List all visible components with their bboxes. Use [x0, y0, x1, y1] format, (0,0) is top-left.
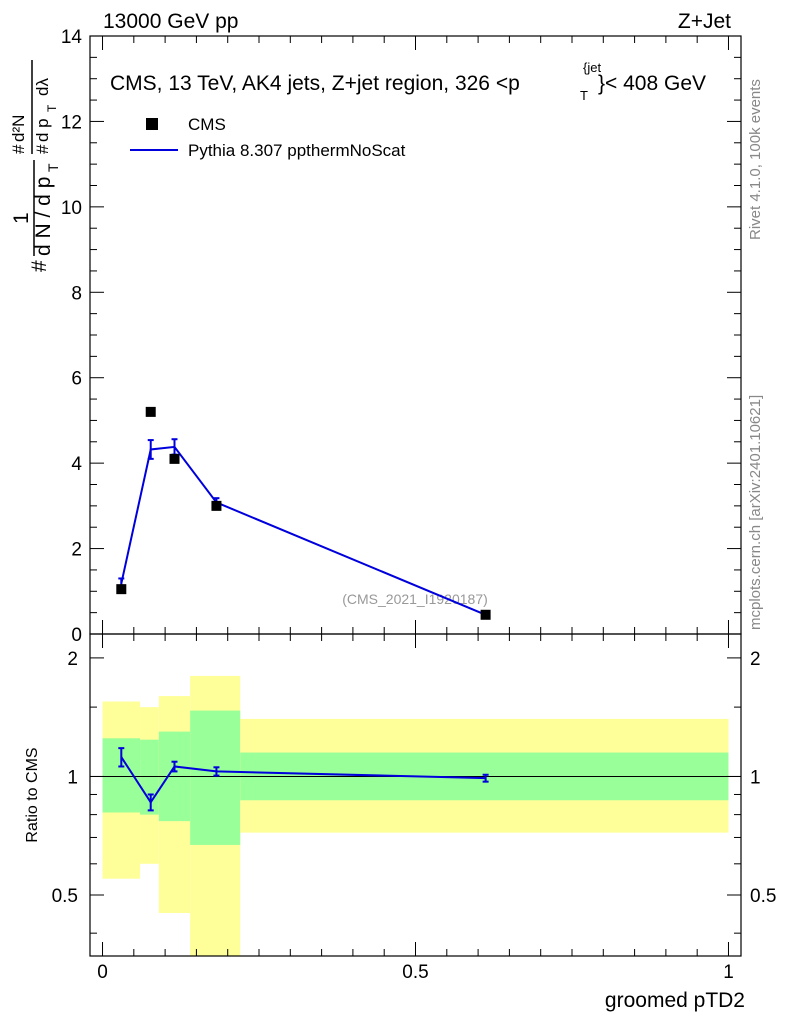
ratio-ytick-label-right: 2 [750, 649, 761, 670]
cms-data-point [480, 609, 491, 620]
legend-data-label: CMS [188, 115, 226, 134]
ylabel-one: 1 [10, 212, 33, 224]
ylabel-num-d2n: d²N [9, 115, 28, 142]
analysis-watermark: (CMS_2021_I1920187) [342, 591, 488, 607]
ratio-ytick-label-right: 0.5 [750, 886, 776, 907]
ratio-panel: 0.5 0.5 1 1 2 2 0 0.5 1 Ratio to CMS groomed pTD… [24, 633, 776, 1012]
main-title: CMS, 13 TeV, AK4 jets, Z+jet region, 326… [110, 72, 520, 95]
ratio-xtick-label: 0 [97, 962, 108, 983]
ratio-ylabel: Ratio to CMS [24, 747, 41, 842]
ratio-xtick-label: 1 [723, 962, 734, 983]
ylabel-hash: # [28, 260, 51, 272]
header-left: 13000 GeV pp [103, 10, 238, 33]
main-title-before: CMS, 13 TeV, AK4 jets, Z+jet region, 326… [110, 72, 520, 95]
ylabel-den-sub: T [45, 163, 61, 172]
header-right: Z+Jet [678, 10, 731, 33]
ratio-xtick-label: 0.5 [402, 962, 428, 983]
x-axis-label: groomed pTD2 [605, 989, 745, 1012]
main-ytick-label: 6 [71, 369, 82, 390]
main-ytick-label: 12 [61, 112, 82, 133]
main-ytick-label: 14 [61, 27, 83, 48]
cms-data-point [116, 584, 127, 595]
cms-data-point [145, 406, 156, 417]
ylabel-num-bot-sub: T [45, 104, 59, 112]
ratio-ytick-label: 2 [67, 649, 78, 670]
ratio-band-inner [140, 739, 159, 815]
main-ytick-label: 10 [61, 198, 82, 219]
ylabel-num-bot-tail: dλ [33, 78, 52, 96]
legend: CMS Pythia 8.307 ppthermNoScat [130, 115, 406, 160]
main-ytick-label: 4 [71, 454, 82, 475]
main-title-sub: T [580, 88, 588, 103]
ratio-frame [89, 633, 742, 957]
rivet-label: Rivet 4.1.0, 100k events [747, 79, 764, 240]
cms-data-point [211, 500, 222, 511]
mc-line [120, 445, 486, 616]
ratio-band-inner [190, 710, 241, 845]
ratio-ytick-label-right: 1 [750, 767, 761, 788]
ylabel-den: d N / d p [32, 177, 55, 256]
mcplots-label: mcplots.cern.ch [arXiv:2401.10621] [747, 395, 764, 630]
main-ytick-label: 0 [71, 625, 82, 646]
cms-data-point [169, 453, 180, 464]
main-ytick-label: 2 [71, 540, 82, 561]
legend-mc-label: Pythia 8.307 ppthermNoScat [188, 141, 406, 160]
main-title-sup: {jet [583, 60, 601, 75]
ratio-ytick-label: 1 [67, 767, 78, 788]
ylabel-num-bot-hash: # [33, 144, 52, 154]
ratio-ytick-label: 0.5 [52, 886, 78, 907]
ylabel-num-bot: d p [33, 118, 52, 142]
ylabel-num-hash: # [9, 144, 28, 154]
main-title-after: }< 408 GeV [598, 72, 706, 95]
main-panel: CMS, 13 TeV, AK4 jets, Z+jet region, 326… [9, 27, 742, 646]
main-ytick-label: 8 [71, 283, 82, 304]
main-ylabel: # 1 d N / d p T # d²N # d p T dλ [9, 60, 61, 272]
legend-data-marker [146, 118, 158, 130]
